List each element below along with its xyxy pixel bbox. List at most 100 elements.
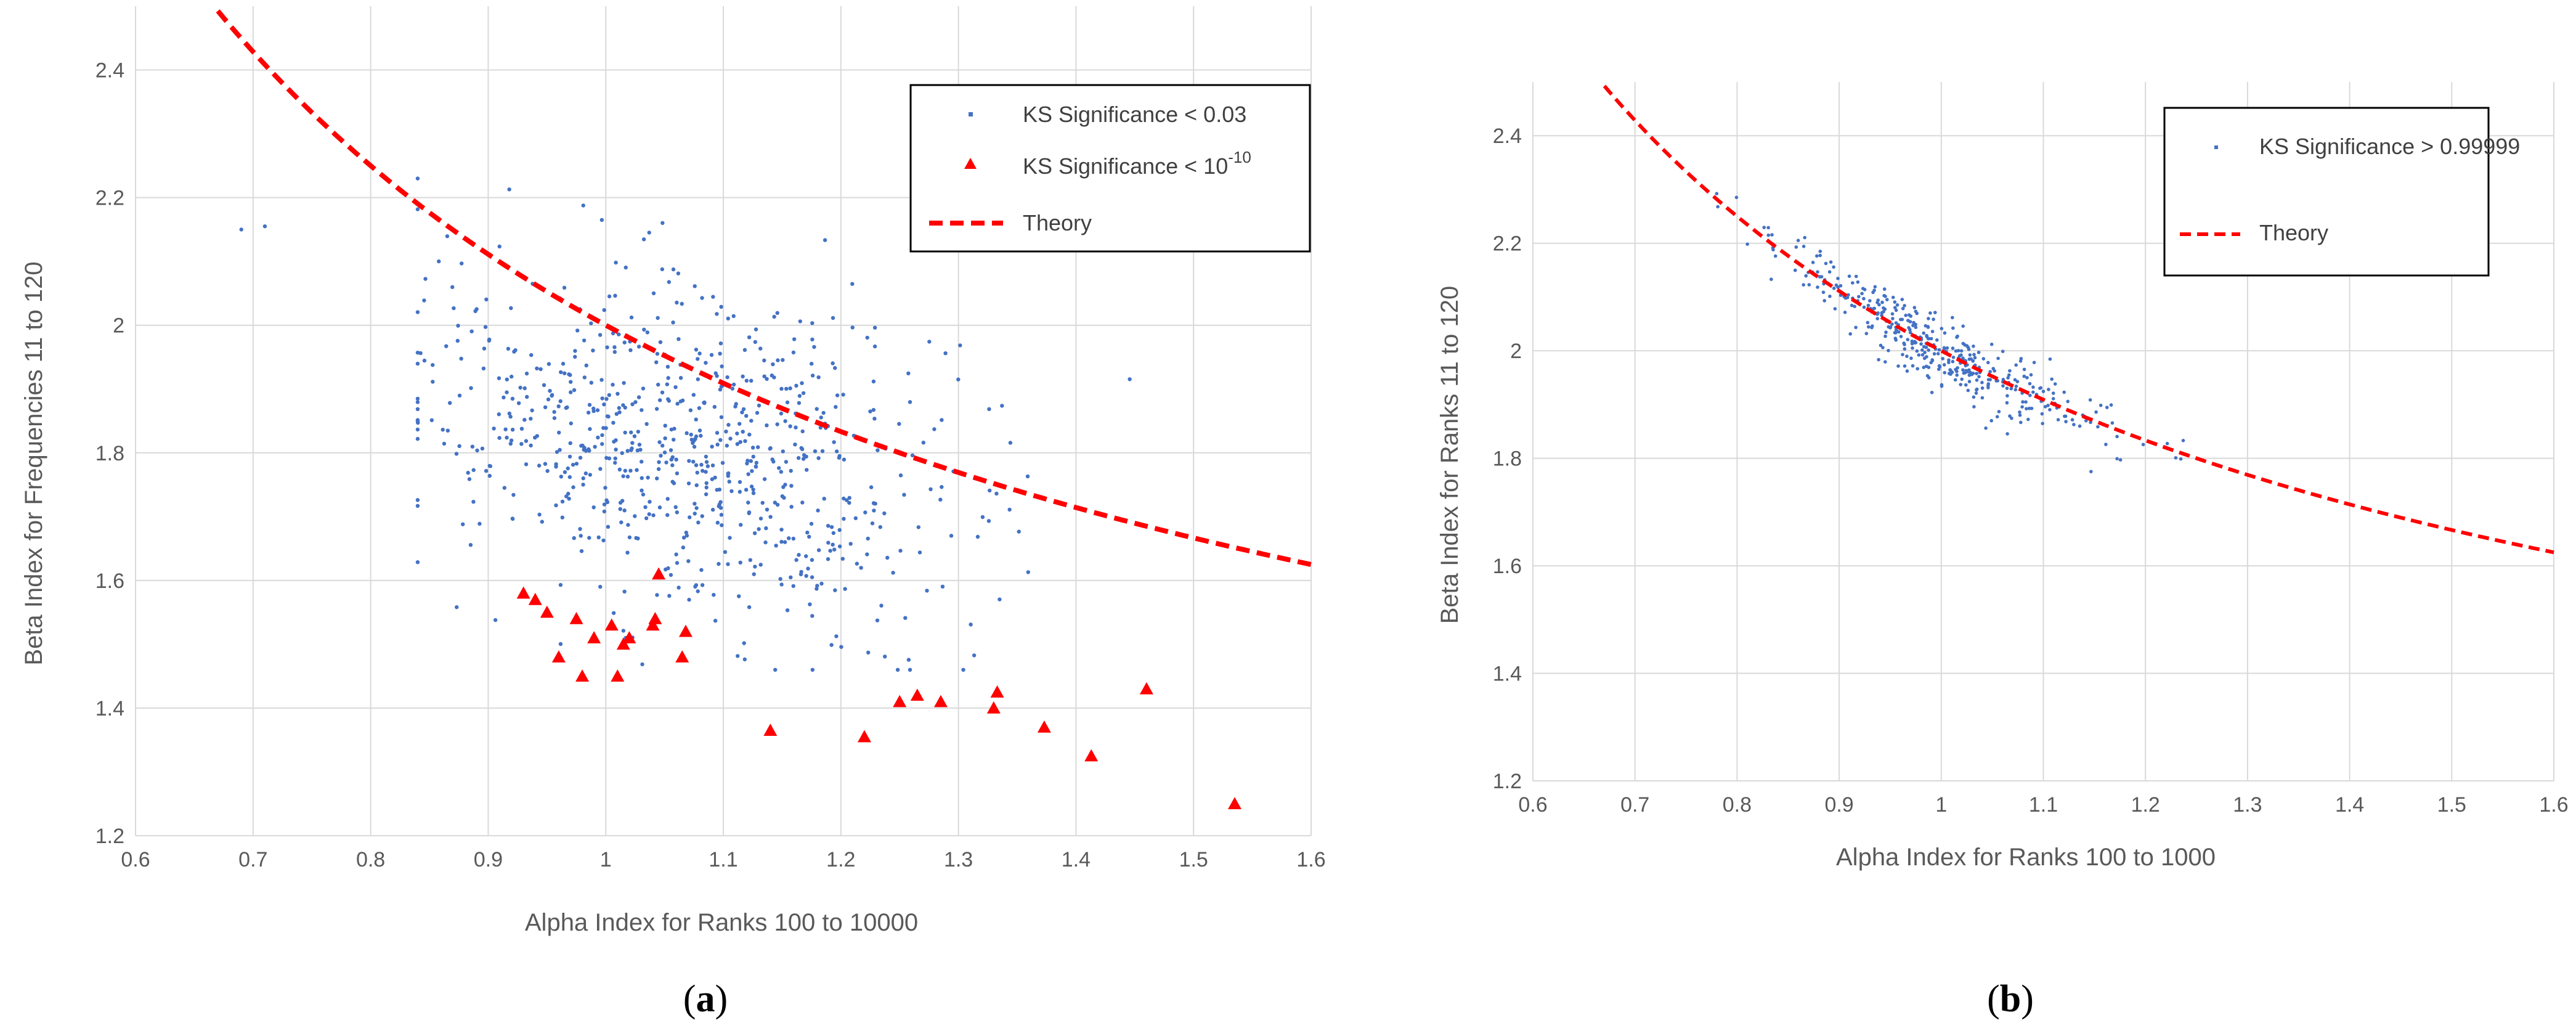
chart-a-dot-point	[829, 525, 834, 529]
chart-a-dot-point	[558, 399, 563, 404]
chart-a-dot-point	[569, 380, 573, 384]
chart-a-dot-point	[700, 583, 705, 587]
chart-a-dot-point	[603, 486, 607, 490]
chart-a-dot-point	[503, 427, 508, 431]
chart-b-dot-point	[1922, 365, 1926, 369]
chart-a-dot-point	[415, 427, 420, 432]
chart-a-dot-point	[604, 426, 608, 430]
chart-a-dot-point	[622, 508, 627, 513]
chart-b-dot-point	[1943, 370, 1946, 375]
chart-a-dot-point	[882, 511, 887, 516]
chart-a-dot-point	[723, 550, 728, 554]
chart-a-dot-point	[611, 611, 616, 615]
chart-a-dot-point	[604, 498, 609, 502]
chart-b-dot-point	[1951, 359, 1955, 364]
chart-a-dot-point	[776, 358, 780, 362]
chart-a-dot-point	[757, 527, 761, 531]
chart-a-dot-point	[908, 667, 912, 672]
chart-a-triangle-point	[1084, 749, 1099, 762]
chart-b-dot-point	[2018, 413, 2022, 417]
chart-a-dot-point	[505, 435, 509, 440]
chart-a-dot-point	[871, 379, 876, 384]
chart-a-dot-point	[785, 608, 790, 613]
chart-a-dot-point	[878, 525, 883, 529]
chart-a-triangle-point	[763, 724, 778, 736]
chart-b-dot-point	[2005, 432, 2009, 436]
chart-b-dot-point	[1894, 328, 1898, 332]
chart-a-dot-point	[898, 473, 903, 478]
chart-a-dot-point	[640, 459, 644, 464]
chart-a-dot-point	[461, 522, 465, 526]
chart-b-dot-point	[1906, 338, 1910, 341]
chart-b-dot-point	[1715, 192, 1719, 196]
chart-a-dot-point	[621, 474, 625, 478]
chart-a-dot-point	[704, 470, 708, 474]
chart-b-dot-point	[1854, 325, 1858, 330]
chart-a-dot-point	[717, 561, 721, 566]
chart-a-dot-point	[452, 306, 456, 311]
chart-a-dot-point	[797, 553, 801, 557]
chart-b-dot-point	[1967, 380, 1972, 383]
chart-a-dot-point	[602, 502, 607, 507]
chart-a-dot-point	[829, 643, 834, 647]
chart-a-dot-point	[497, 412, 501, 417]
chart-b-dot-point	[1771, 248, 1775, 252]
chart-a-dot-point	[718, 341, 723, 346]
chart-a-dot-point	[665, 513, 670, 517]
chart-a-dot-point	[694, 506, 699, 510]
chart-a-dot-point	[456, 324, 460, 328]
chart-b-dot-point	[2028, 381, 2032, 386]
chart-a-x-tick-label: 1	[600, 848, 612, 871]
chart-b-x-tick-label: 1.1	[2029, 793, 2058, 817]
chart-a-dot-point	[459, 356, 463, 361]
chart-a-dot-point	[804, 554, 808, 558]
chart-a-dot-point	[823, 238, 827, 242]
chart-a-dot-point	[741, 374, 745, 378]
chart-a-dot-point	[668, 573, 673, 577]
chart-a-triangle-point	[540, 605, 554, 618]
chart-b-dot-point	[1970, 372, 1973, 377]
chart-a-dot-point	[865, 552, 869, 557]
chart-a-dot-point	[726, 423, 731, 427]
chart-a-dot-point	[622, 381, 626, 385]
chart-b-dot-point	[2015, 380, 2020, 383]
chart-a-dot-point	[779, 386, 784, 391]
chart-b-x-ticks: 0.6 0.7 0.8 0.9 1 1.1 1.2 1.3 1.4 1.5 1.6	[1518, 793, 2568, 817]
chart-a-dot-point	[441, 428, 445, 432]
chart-a-dot-point	[614, 260, 618, 265]
chart-a-dot-point	[816, 456, 821, 460]
chart-a-dot-point	[697, 406, 702, 410]
chart-a-dot-point	[750, 469, 754, 473]
chart-a-dot-point	[804, 574, 808, 578]
chart-a-dot-point	[487, 463, 492, 468]
chart-a-dot-point	[612, 439, 616, 444]
chart-a-dot-point	[665, 497, 670, 501]
chart-a-dot-point	[579, 549, 584, 553]
chart-b-dot-point	[1829, 260, 1833, 264]
chart-a-dot-point	[735, 431, 739, 436]
chart-a-dot-point	[855, 561, 859, 566]
chart-b-y-ticks: 1.2 1.4 1.6 1.8 2 2.2 2.4	[1493, 124, 1522, 793]
chart-a-dot-point	[640, 662, 644, 667]
chart-a-dot-point	[535, 366, 539, 370]
chart-a-dot-point	[718, 387, 723, 392]
chart-a-dot-point	[792, 337, 797, 341]
chart-a-dot-point	[672, 481, 677, 486]
chart-a-x-tick-label: 1.2	[826, 848, 855, 871]
chart-a-dot-point	[843, 587, 847, 591]
chart-b-dot-point	[1822, 299, 1826, 303]
chart-b-dot-point	[1890, 322, 1894, 326]
chart-a-dot-point	[687, 459, 691, 463]
chart-a-dot-point	[612, 349, 617, 354]
chart-b-dot-point	[1894, 338, 1898, 342]
chart-a-dot-point	[689, 433, 693, 437]
chart-a-dot-point	[487, 337, 492, 342]
chart-a-dot-point	[492, 426, 496, 431]
chart-a-dot-point	[986, 519, 991, 523]
chart-a-dot-point	[768, 446, 772, 451]
chart-b-dot-point	[2031, 385, 2035, 389]
chart-a-panel-label: (a)	[683, 978, 728, 1020]
chart-a-dot-point	[778, 577, 782, 581]
chart-a-dot-point	[794, 558, 798, 562]
chart-b-dot-point	[1915, 349, 1919, 353]
